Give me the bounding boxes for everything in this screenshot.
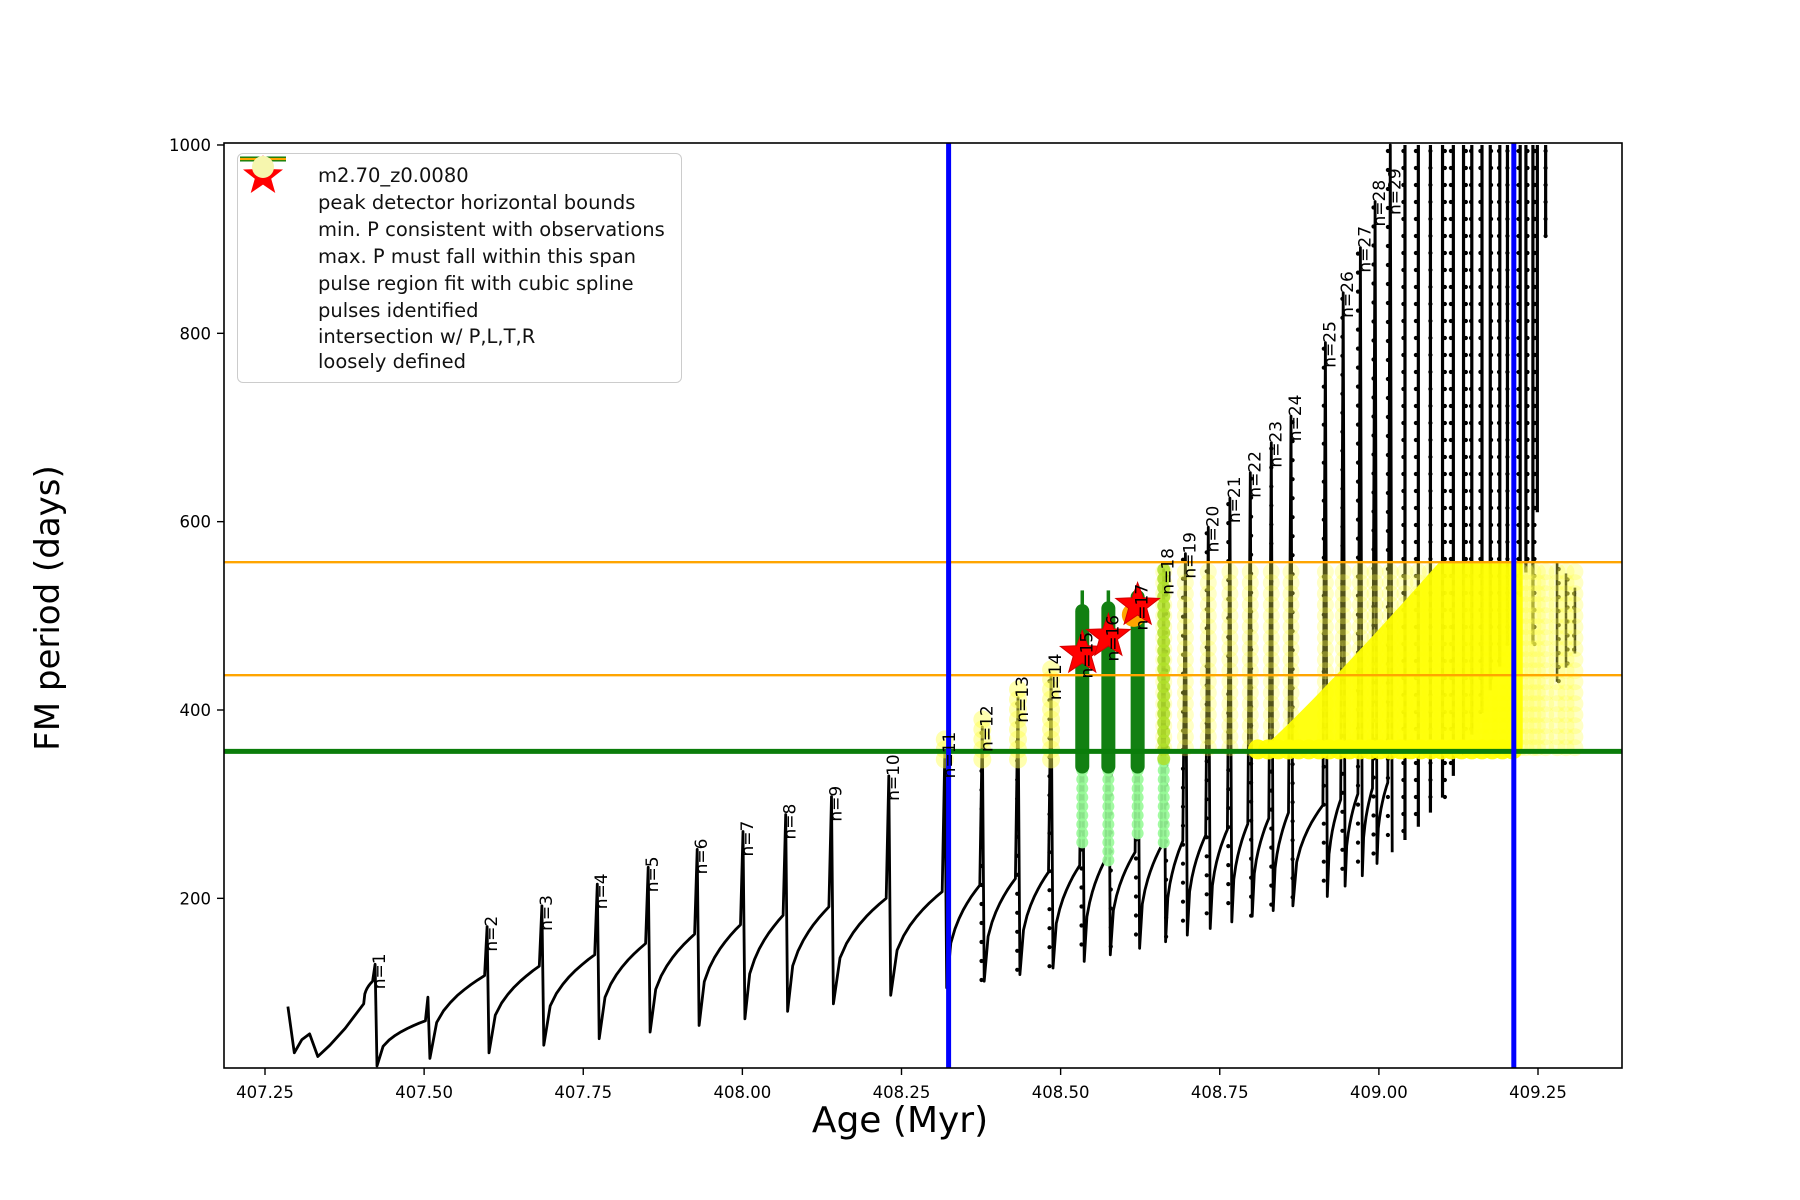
pulse-label: n=1 xyxy=(370,953,390,989)
legend-item: m2.70_z0.0080 xyxy=(240,156,671,189)
legend-item: min. P consistent with observations xyxy=(240,156,671,243)
pulse-identified-star xyxy=(1085,612,1132,657)
pulse-label: n=13 xyxy=(1013,676,1033,723)
legend-label: m2.70_z0.0080 xyxy=(318,164,469,187)
pulse-label: n=8 xyxy=(781,804,801,840)
legend-label: pulse region fit with cubic spline xyxy=(318,272,634,295)
pulse-label: n=25 xyxy=(1320,321,1340,368)
y-axis-label: FM period (days) xyxy=(28,465,68,751)
legend-label: pulses identified xyxy=(318,299,479,322)
pulse-label: n=19 xyxy=(1180,532,1200,579)
y-tick-label: 200 xyxy=(180,889,212,908)
pulse-label: n=7 xyxy=(738,821,758,857)
spline-fit-columns xyxy=(1075,563,1171,867)
legend-item: peak detector horizontal bounds xyxy=(240,156,671,216)
pulse-label: n=17 xyxy=(1133,584,1153,631)
pulse-label: n=21 xyxy=(1225,476,1245,523)
legend-item: pulses identified xyxy=(243,155,671,324)
pulse-label: n=20 xyxy=(1203,506,1223,553)
pulse-label: n=24 xyxy=(1286,395,1306,442)
x-tick-label: 409.00 xyxy=(1350,1083,1408,1102)
x-tick-label: 408.75 xyxy=(1191,1083,1249,1102)
pulse-label: n=16 xyxy=(1103,615,1123,662)
y-tick-label: 800 xyxy=(180,324,212,343)
x-tick-label: 407.50 xyxy=(395,1083,453,1102)
y-tick-label: 600 xyxy=(180,513,212,532)
bright-yellow-wedge xyxy=(1257,562,1523,752)
pulse-label: n=3 xyxy=(537,895,557,931)
pulse-label: n=14 xyxy=(1046,654,1066,701)
pulse-label: n=15 xyxy=(1077,632,1097,679)
legend-label: min. P consistent with observations xyxy=(318,218,665,241)
pulse-label: n=28 xyxy=(1370,180,1390,227)
pulse-label: n=29 xyxy=(1385,168,1405,215)
pulse-label: n=27 xyxy=(1355,226,1375,273)
x-tick-label: 408.00 xyxy=(714,1083,772,1102)
pulse-curve xyxy=(286,143,1394,1068)
pulse-label: n=23 xyxy=(1266,421,1286,468)
legend-item: pulse region fit with cubic spline xyxy=(248,156,671,297)
x-tick-label: 407.25 xyxy=(236,1083,294,1102)
legend-label: peak detector horizontal bounds xyxy=(318,191,636,214)
legend-item: max. P must fall within this span xyxy=(240,157,671,270)
pulse-label: n=6 xyxy=(692,839,712,875)
legend-label: max. P must fall within this span xyxy=(318,245,637,268)
pulse-label: n=18 xyxy=(1159,548,1179,595)
x-tick-label: 408.25 xyxy=(873,1083,931,1102)
pulse-label: n=26 xyxy=(1338,271,1358,318)
y-tick-label: 400 xyxy=(180,701,212,720)
pulse-label: n=10 xyxy=(884,754,904,801)
x-tick-label: 409.25 xyxy=(1509,1083,1567,1102)
pulse-identified-star xyxy=(1114,581,1161,626)
pulse-label: n=11 xyxy=(940,732,960,779)
pulse-label: n=4 xyxy=(592,873,612,909)
legend-label: intersection w/ P,L,T,R loosely defined xyxy=(318,325,536,373)
pulse-label: n=9 xyxy=(826,786,846,822)
pulse-label: n=5 xyxy=(643,856,663,892)
legend-item: intersection w/ P,L,T,R loosely defined xyxy=(248,156,671,374)
axes-frame xyxy=(223,142,1623,1069)
pulse-label: n=22 xyxy=(1245,451,1265,498)
x-tick-label: 408.50 xyxy=(1032,1083,1090,1102)
pulse-label: n=12 xyxy=(977,705,997,752)
plot-area xyxy=(286,143,1584,1068)
y-tick-label: 1000 xyxy=(169,136,211,155)
x-axis-label: Age (Myr) xyxy=(811,1100,989,1141)
pulse-label: n=2 xyxy=(482,916,502,952)
x-tick-label: 407.75 xyxy=(554,1083,612,1102)
